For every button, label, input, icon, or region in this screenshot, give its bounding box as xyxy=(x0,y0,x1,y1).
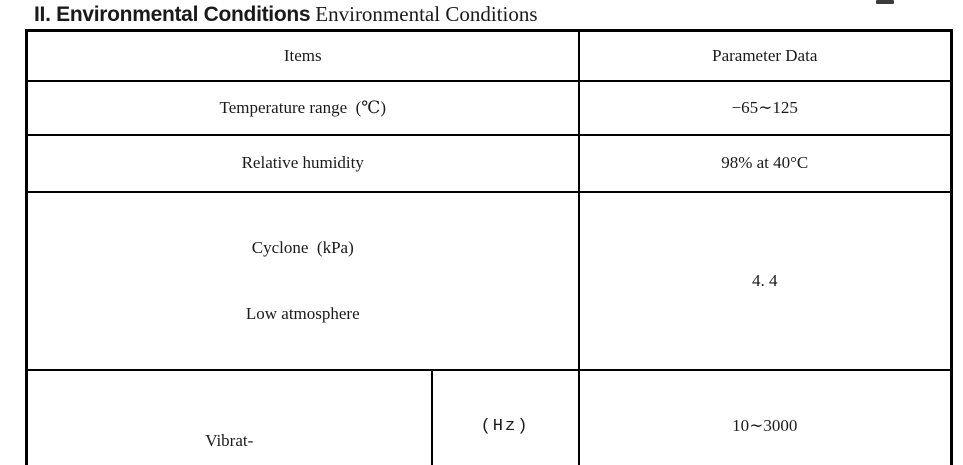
humidity-value: 98% at 40°C xyxy=(577,133,953,193)
cyclone-label-line2: Low atmosphere xyxy=(245,303,360,323)
cyclone-label: Cyclone (kPa) Low atmosphere xyxy=(25,190,580,371)
section-title-subtitle: Environmental Conditions xyxy=(315,2,538,26)
table-row-vibration-hz: Vibrat- ion (Hz) 10∼3000 xyxy=(25,368,953,465)
section-title-bold: II. Environmental Conditions xyxy=(34,3,311,26)
temperature-value: −65∼125 xyxy=(577,79,953,136)
vibration-unit-hz: (Hz) xyxy=(430,368,580,465)
temperature-label: Temperature range (℃) xyxy=(25,79,580,136)
scan-artifact xyxy=(876,0,894,4)
table-row-temperature: Temperature range (℃) −65∼125 xyxy=(25,79,953,136)
vibration-value-hz: 10∼3000 xyxy=(577,368,953,465)
section-title: II. Environmental Conditions Environmenta… xyxy=(34,1,538,28)
table-row-cyclone: Cyclone (kPa) Low atmosphere 4. 4 xyxy=(25,190,953,371)
vibration-label: Vibrat- ion xyxy=(25,368,433,465)
table-row-humidity: Relative humidity 98% at 40°C xyxy=(25,133,953,193)
header-items: Items xyxy=(25,29,580,82)
cyclone-label-line1: Cyclone (kPa) xyxy=(251,237,354,257)
vibration-label-line1: Vibrat- xyxy=(205,430,254,450)
humidity-label: Relative humidity xyxy=(25,133,580,193)
environmental-conditions-table: Items Parameter Data Temperature range (… xyxy=(25,29,953,465)
cyclone-value: 4. 4 xyxy=(577,190,953,371)
header-parameter-data: Parameter Data xyxy=(577,29,953,82)
table-header-row: Items Parameter Data xyxy=(25,29,953,82)
